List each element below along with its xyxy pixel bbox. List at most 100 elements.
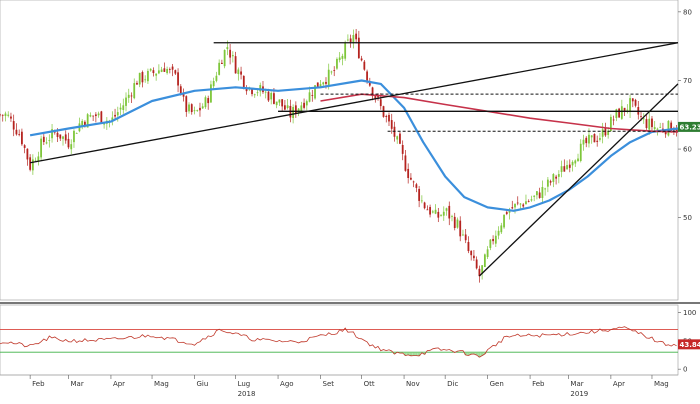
candle-body: [147, 71, 149, 81]
trendline-5: [479, 84, 678, 276]
candle-body: [125, 98, 127, 106]
candle-body: [476, 260, 478, 269]
candle-body: [199, 108, 201, 110]
candle-body: [268, 92, 270, 101]
candle-body: [621, 106, 623, 119]
rsi-tick-label: 100: [683, 309, 696, 317]
candle-body: [65, 134, 67, 140]
candle-body: [594, 134, 596, 142]
candle-body: [558, 174, 560, 177]
candle-body: [596, 141, 598, 142]
candle-body: [413, 182, 415, 183]
candle-body: [133, 83, 135, 98]
candle-body: [32, 159, 34, 170]
candle-body: [487, 249, 489, 257]
candle-body: [205, 97, 207, 107]
candle-body: [191, 104, 193, 112]
candle-body: [498, 231, 500, 236]
candle-body: [322, 82, 324, 84]
candle-body: [344, 43, 346, 59]
candle-body: [522, 204, 524, 206]
candle-body: [380, 99, 382, 106]
candle-body: [539, 193, 541, 198]
candle-body: [426, 209, 428, 210]
candle-body: [153, 70, 155, 73]
candle-body: [161, 70, 163, 72]
candle-body: [437, 212, 439, 218]
x-tick-label: Mag: [154, 380, 169, 388]
candle-body: [24, 145, 26, 148]
candle-body: [454, 217, 456, 228]
candle-body: [405, 155, 407, 170]
candle-body: [550, 181, 552, 182]
candle-body: [388, 115, 390, 121]
candle-body: [531, 199, 533, 200]
candle-body: [10, 117, 12, 119]
candle-body: [566, 165, 568, 169]
candle-body: [68, 139, 70, 147]
candle-body: [355, 34, 357, 40]
rsi-panel-frame: [0, 305, 678, 375]
candle-body: [457, 220, 459, 228]
candle-body: [166, 69, 168, 73]
candle-body: [306, 101, 308, 105]
x-tick-label: Feb: [532, 380, 545, 388]
candle-body: [284, 105, 286, 109]
candle-body: [295, 105, 297, 113]
candle-body: [552, 174, 554, 182]
candle-body: [210, 84, 212, 102]
candle-body: [142, 72, 144, 82]
candle-body: [120, 108, 122, 110]
candle-body: [415, 184, 417, 188]
candle-body: [533, 196, 535, 197]
candle-body: [506, 212, 508, 214]
candle-body: [536, 191, 538, 195]
candle-body: [602, 129, 604, 137]
rsi-tick-label: 0: [683, 366, 687, 374]
year-label: 2019: [570, 390, 588, 398]
candle-body: [514, 204, 516, 208]
x-tick-label: Dic: [447, 380, 458, 388]
candle-body: [240, 71, 242, 74]
candle-body: [465, 234, 467, 240]
candle-body: [59, 134, 61, 138]
candle-body: [654, 127, 656, 129]
candle-body: [618, 109, 620, 118]
candle-body: [657, 129, 659, 130]
candle-body: [158, 70, 160, 73]
candle-body: [640, 116, 642, 117]
price-tick-label: 70: [683, 77, 692, 85]
last-rsi-label: 43.8439: [680, 341, 700, 349]
candle-body: [300, 105, 302, 110]
candle-body: [366, 71, 368, 80]
candle-body: [281, 99, 283, 106]
candle-body: [185, 96, 187, 112]
candle-body: [668, 121, 670, 136]
candle-body: [448, 206, 450, 219]
candle-body: [196, 110, 198, 111]
candle-body: [396, 136, 398, 139]
candle-body: [648, 119, 650, 130]
candle-body: [221, 63, 223, 64]
candle-body: [328, 70, 330, 85]
candle-body: [243, 76, 245, 87]
candle-body: [131, 96, 133, 97]
candle-body: [446, 208, 448, 210]
price-tick-label: 80: [683, 8, 692, 16]
candle-body: [574, 160, 576, 163]
candle-body: [484, 254, 486, 267]
candle-body: [0, 114, 1, 115]
candle-body: [468, 242, 470, 251]
rsi-layer: [0, 327, 678, 358]
candle-body: [257, 92, 259, 93]
candle-body: [336, 59, 338, 69]
candle-body: [440, 215, 442, 216]
candle-body: [40, 139, 42, 158]
x-tick-label: Mar: [70, 380, 83, 388]
candle-body: [169, 69, 171, 70]
candle-body: [317, 82, 319, 86]
candle-body: [213, 81, 215, 86]
candle-body: [95, 114, 97, 116]
